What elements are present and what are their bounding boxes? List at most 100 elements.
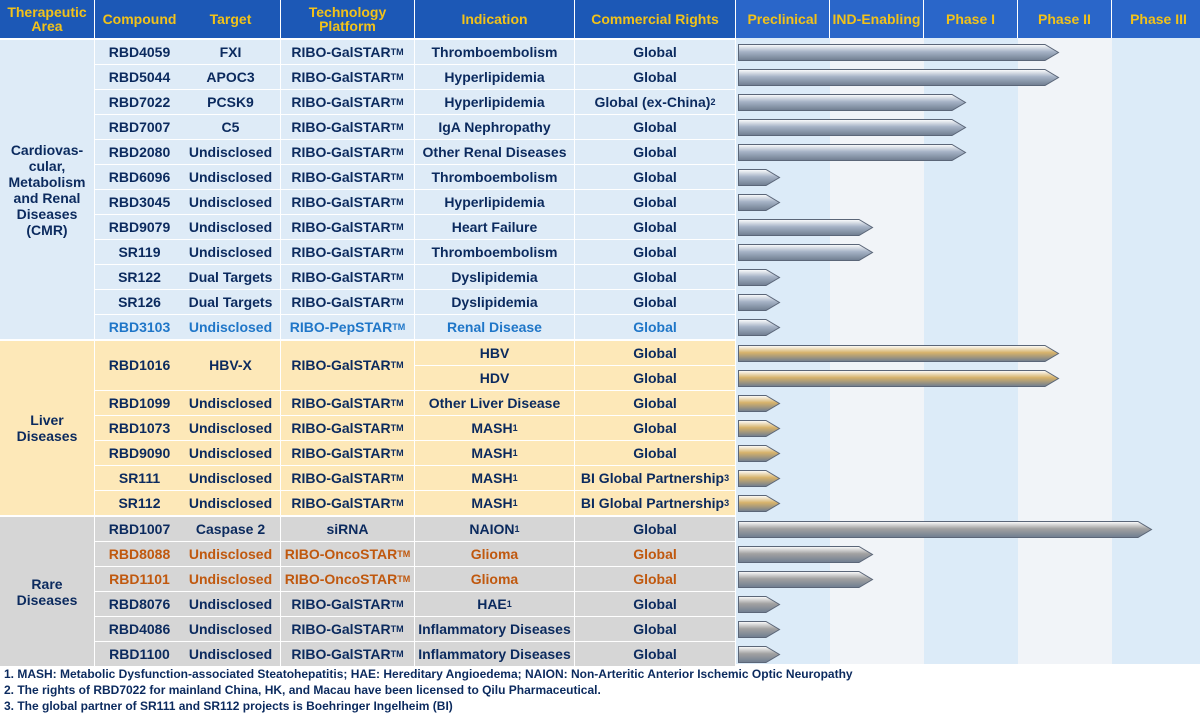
trademark-mark: TM — [390, 472, 404, 483]
progress-arrow — [738, 194, 781, 211]
progress-arrow-shape — [738, 571, 874, 588]
compound-cell: RBD4086 — [95, 617, 184, 641]
target-name: Undisclosed — [188, 444, 273, 461]
rights-cell: Global — [575, 542, 735, 566]
progress-arrow — [738, 69, 1060, 86]
compound-name: RBD1073 — [108, 419, 171, 436]
indication-cell: Inflammatory Diseases — [415, 617, 574, 641]
platform-name: siRNA — [326, 520, 369, 537]
compound-cell: SR122 — [95, 265, 184, 289]
progress-arrow-shape — [738, 119, 967, 136]
target-cell: Undisclosed — [181, 190, 280, 214]
rights-cell: Global — [575, 115, 735, 139]
indication-name: Hyperlipidemia — [444, 193, 545, 210]
target-cell: HBV-X — [181, 341, 280, 390]
progress-arrow — [738, 94, 967, 111]
compound-name: SR126 — [118, 293, 161, 310]
footnote-1: 1. MASH: Metabolic Dysfunction-associate… — [4, 667, 853, 681]
therapeutic-area-label: Liver Diseases — [16, 412, 78, 444]
trademark-mark: TM — [390, 171, 404, 182]
indication-cell: Glioma — [415, 567, 574, 591]
platform-name: RIBO-GalSTAR — [291, 645, 391, 662]
header-label: Compound — [102, 11, 177, 27]
platform-name: RIBO-GalSTAR — [291, 68, 391, 85]
platform-cell: RIBO-GalSTAR TM — [281, 90, 414, 114]
target-cell: Undisclosed — [181, 416, 280, 440]
indication-name: Thromboembolism — [431, 43, 558, 60]
indication-cell: MASH 1 — [415, 416, 574, 440]
rights-label: Global — [633, 520, 677, 537]
header-label: Target — [209, 11, 252, 27]
header-label: Therapeutic Area — [7, 4, 87, 34]
rights-cell: BI Global Partnership 3 — [575, 466, 735, 490]
trademark-mark: TM — [390, 196, 404, 207]
compound-cell: SR126 — [95, 290, 184, 314]
platform-name: RIBO-GalSTAR — [291, 293, 391, 310]
indication-name: Dyslipidemia — [451, 293, 538, 310]
target-cell: Undisclosed — [181, 391, 280, 415]
platform-name: RIBO-GalSTAR — [291, 494, 391, 511]
compound-cell: RBD1099 — [95, 391, 184, 415]
compound-cell: SR111 — [95, 466, 184, 490]
header-therapeutic-area: Therapeutic Area — [0, 0, 94, 38]
target-name: Undisclosed — [188, 645, 273, 662]
progress-arrow — [738, 571, 874, 588]
platform-cell: RIBO-OncoSTAR TM — [281, 567, 414, 591]
header-label: Phase III — [1130, 11, 1187, 27]
trademark-mark: TM — [390, 648, 404, 659]
trademark-mark: TM — [392, 321, 406, 332]
target-name: Undisclosed — [188, 595, 273, 612]
compound-name: RBD7022 — [108, 93, 171, 110]
rights-label: Global — [633, 118, 677, 135]
rights-label: Global — [633, 318, 677, 335]
rights-cell: Global — [575, 567, 735, 591]
compound-cell: RBD1101 — [95, 567, 184, 591]
target-cell: FXI — [181, 40, 280, 64]
target-cell: Undisclosed — [181, 642, 280, 666]
platform-name: RIBO-GalSTAR — [291, 143, 391, 160]
compound-cell: RBD7022 — [95, 90, 184, 114]
progress-arrow-shape — [738, 94, 967, 111]
platform-name: RIBO-OncoSTAR — [284, 570, 398, 587]
platform-cell: RIBO-GalSTAR TM — [281, 466, 414, 490]
trademark-mark: TM — [390, 246, 404, 257]
footnote-ref: 2 — [710, 96, 716, 107]
platform-cell: RIBO-OncoSTAR TM — [281, 542, 414, 566]
footnote-ref: 3 — [724, 472, 730, 483]
progress-arrow — [738, 621, 781, 638]
indication-cell: IgA Nephropathy — [415, 115, 574, 139]
footnote-ref: 1 — [512, 497, 518, 508]
compound-name: SR122 — [118, 268, 161, 285]
platform-name: RIBO-GalSTAR — [291, 469, 391, 486]
target-name: Undisclosed — [188, 545, 273, 562]
progress-arrow — [738, 395, 781, 412]
compound-cell: RBD8076 — [95, 592, 184, 616]
rights-cell: Global — [575, 592, 735, 616]
header-phase-preclinical: Preclinical — [736, 0, 829, 38]
indication-cell: MASH 1 — [415, 441, 574, 465]
platform-cell: RIBO-GalSTAR TM — [281, 140, 414, 164]
compound-cell: RBD2080 — [95, 140, 184, 164]
platform-name: RIBO-OncoSTAR — [284, 545, 398, 562]
rights-cell: Global — [575, 315, 735, 339]
progress-arrow — [738, 521, 1153, 538]
header-label: Commercial Rights — [591, 11, 719, 27]
platform-cell: RIBO-GalSTAR TM — [281, 592, 414, 616]
indication-cell: Other Renal Diseases — [415, 140, 574, 164]
target-cell: PCSK9 — [181, 90, 280, 114]
indication-name: Hyperlipidemia — [444, 68, 545, 85]
progress-arrow-shape — [738, 495, 781, 512]
target-cell: Undisclosed — [181, 441, 280, 465]
compound-name: RBD9090 — [108, 444, 171, 461]
progress-arrow-shape — [738, 194, 781, 211]
platform-name: RIBO-GalSTAR — [291, 444, 391, 461]
trademark-mark: TM — [390, 271, 404, 282]
footnote-3: 3. The global partner of SR111 and SR112… — [4, 699, 453, 713]
header-label: Preclinical — [747, 11, 818, 27]
target-cell: Undisclosed — [181, 617, 280, 641]
indication-cell: Dyslipidemia — [415, 265, 574, 289]
indication-name: NAION — [469, 520, 515, 537]
compound-name: SR111 — [118, 469, 161, 486]
trademark-mark: TM — [390, 422, 404, 433]
compound-name: SR112 — [118, 494, 161, 511]
